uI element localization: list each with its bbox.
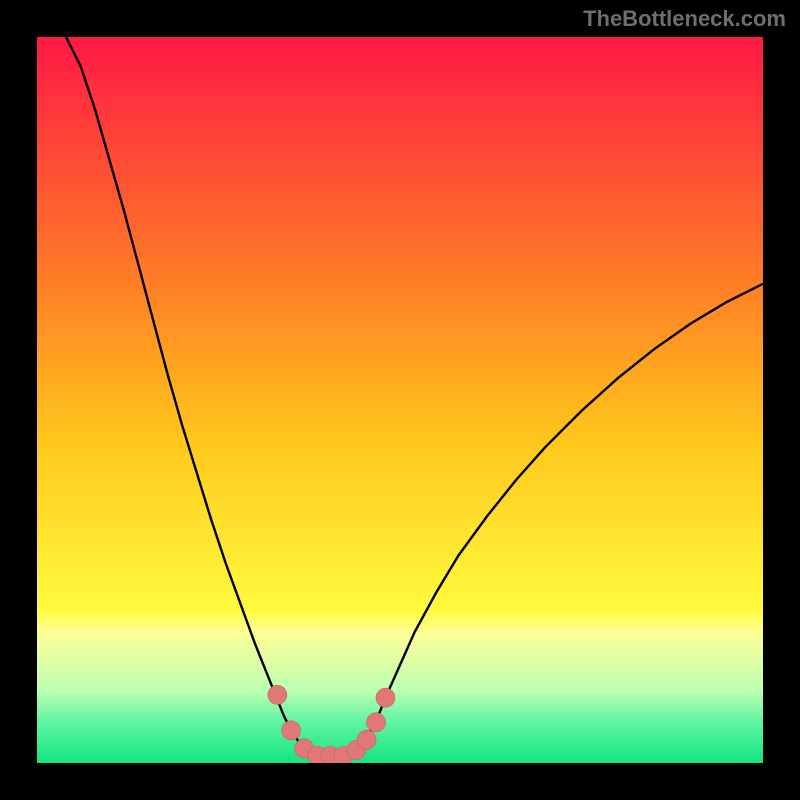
watermark-label: TheBottleneck.com bbox=[583, 6, 786, 32]
curve-path bbox=[66, 37, 763, 756]
marker-dot bbox=[367, 713, 386, 732]
marker-dot bbox=[268, 685, 287, 704]
marker-dot bbox=[376, 688, 395, 707]
marker-dot bbox=[357, 730, 376, 749]
marker-dot bbox=[282, 721, 301, 740]
marker-group bbox=[268, 685, 395, 763]
bottleneck-curve-chart bbox=[37, 37, 763, 763]
plot-area bbox=[37, 37, 763, 763]
